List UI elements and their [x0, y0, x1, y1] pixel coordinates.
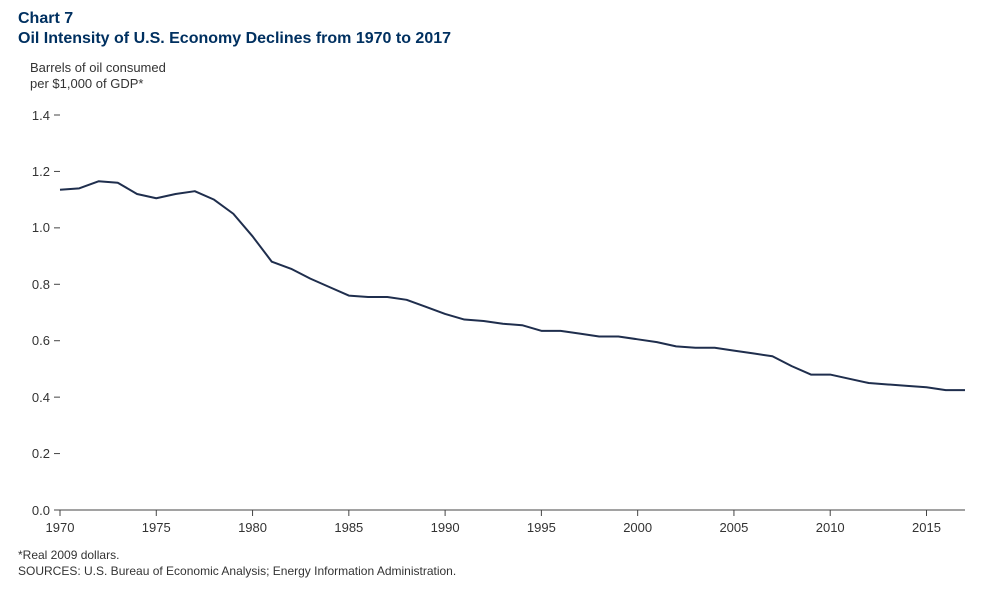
- y-tick-label: 0.8: [32, 277, 50, 292]
- chart-container: Chart 7 Oil Intensity of U.S. Economy De…: [0, 0, 987, 595]
- line-chart-svg: [0, 0, 987, 595]
- x-tick-label: 2000: [618, 520, 658, 535]
- sources-line: SOURCES: U.S. Bureau of Economic Analysi…: [18, 564, 456, 578]
- y-tick-label: 0.4: [32, 390, 50, 405]
- x-tick-label: 1995: [521, 520, 561, 535]
- y-tick-label: 0.2: [32, 446, 50, 461]
- y-tick-label: 1.0: [32, 220, 50, 235]
- footnote: *Real 2009 dollars.: [18, 548, 119, 562]
- x-tick-label: 1990: [425, 520, 465, 535]
- x-tick-label: 1980: [233, 520, 273, 535]
- y-tick-label: 1.2: [32, 164, 50, 179]
- y-tick-label: 0.6: [32, 333, 50, 348]
- x-tick-label: 2015: [906, 520, 946, 535]
- y-tick-label: 0.0: [32, 503, 50, 518]
- x-tick-label: 1970: [40, 520, 80, 535]
- x-tick-label: 1975: [136, 520, 176, 535]
- series-line: [60, 181, 965, 390]
- y-tick-label: 1.4: [32, 108, 50, 123]
- x-tick-label: 2005: [714, 520, 754, 535]
- x-tick-label: 1985: [329, 520, 369, 535]
- x-tick-label: 2010: [810, 520, 850, 535]
